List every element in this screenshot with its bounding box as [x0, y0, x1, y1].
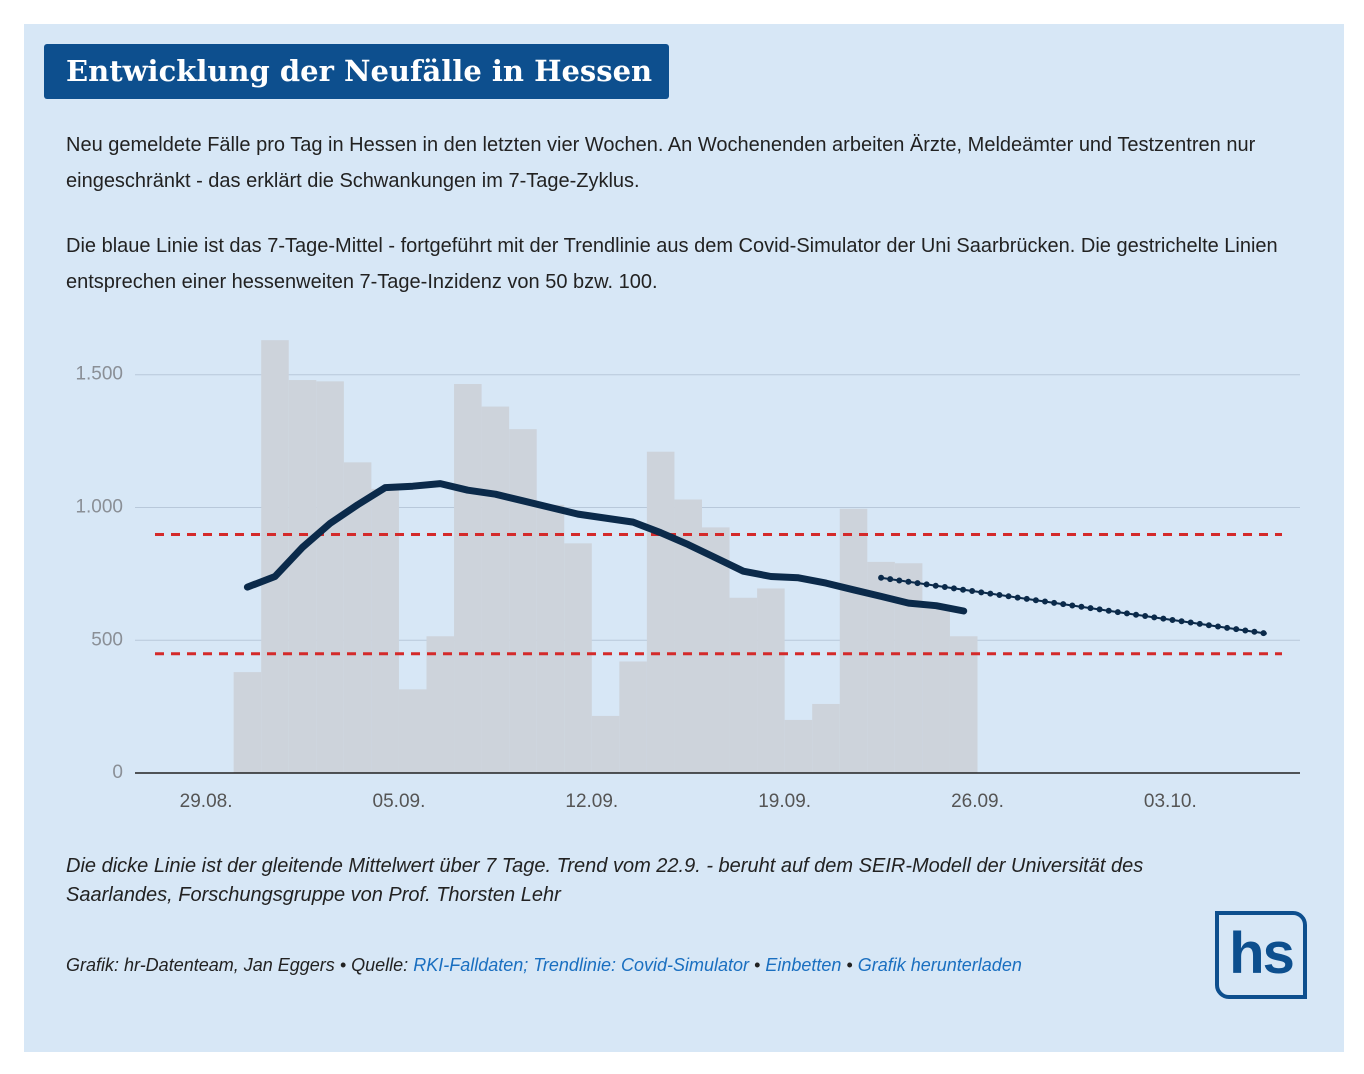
y-tick-label: 500 [91, 629, 123, 650]
credit-text: Grafik: hr-Datenteam, Jan Eggers [66, 955, 335, 975]
x-tick-label: 12.09. [565, 791, 618, 812]
bar [619, 661, 647, 773]
bar [371, 488, 399, 773]
bar [454, 383, 482, 773]
bar [481, 406, 510, 773]
bar [398, 689, 427, 773]
bar [288, 380, 317, 773]
bar [646, 451, 675, 773]
title: Entwicklung der Neufälle in Hessen [66, 54, 653, 88]
logo: hs [1215, 911, 1307, 999]
bar [839, 508, 868, 773]
bar [316, 381, 344, 773]
y-tick-label: 1.500 [75, 364, 123, 385]
bar [949, 636, 978, 773]
separator: • [339, 955, 347, 975]
trend-line [878, 574, 1270, 637]
credits: Grafik: hr-Datenteam, Jan Eggers • Quell… [66, 952, 1126, 978]
bar [757, 588, 785, 773]
bar [536, 504, 565, 773]
bar [894, 563, 923, 773]
description: Neu gemeldete Fälle pro Tag in Hessen in… [66, 134, 1256, 192]
source-label: Quelle: [351, 955, 409, 975]
bar [509, 429, 537, 773]
mean-line [243, 480, 968, 615]
x-tick-label: 29.08. [180, 791, 233, 812]
separator: • [754, 955, 761, 975]
bar [426, 636, 455, 773]
bar [812, 703, 840, 773]
bar [261, 340, 289, 773]
x-tick-label: 26.09. [951, 791, 1004, 812]
bar [591, 715, 620, 773]
separator: • [846, 955, 853, 975]
bar [564, 543, 592, 773]
x-tick-label: 05.09. [373, 791, 426, 812]
link[interactable]: RKI-Falldaten; Trendlinie: Covid-Simulat… [413, 955, 749, 975]
bar [784, 719, 813, 773]
footnote: Die dicke Linie ist der gleitende Mittel… [66, 855, 1144, 906]
bar [922, 607, 950, 773]
y-tick-label: 1.000 [75, 496, 123, 517]
bar [702, 527, 730, 773]
bar [729, 597, 758, 773]
x-tick-label: 19.09. [758, 791, 811, 812]
link[interactable]: Einbetten [765, 955, 842, 975]
x-tick-label: 03.10. [1144, 791, 1197, 812]
description: Die blaue Linie ist das 7-Tage-Mittel - … [66, 235, 1278, 293]
link[interactable]: Grafik herunterladen [857, 955, 1022, 975]
bar [233, 672, 262, 773]
y-tick-label: 0 [112, 762, 123, 783]
title-box [44, 44, 669, 99]
